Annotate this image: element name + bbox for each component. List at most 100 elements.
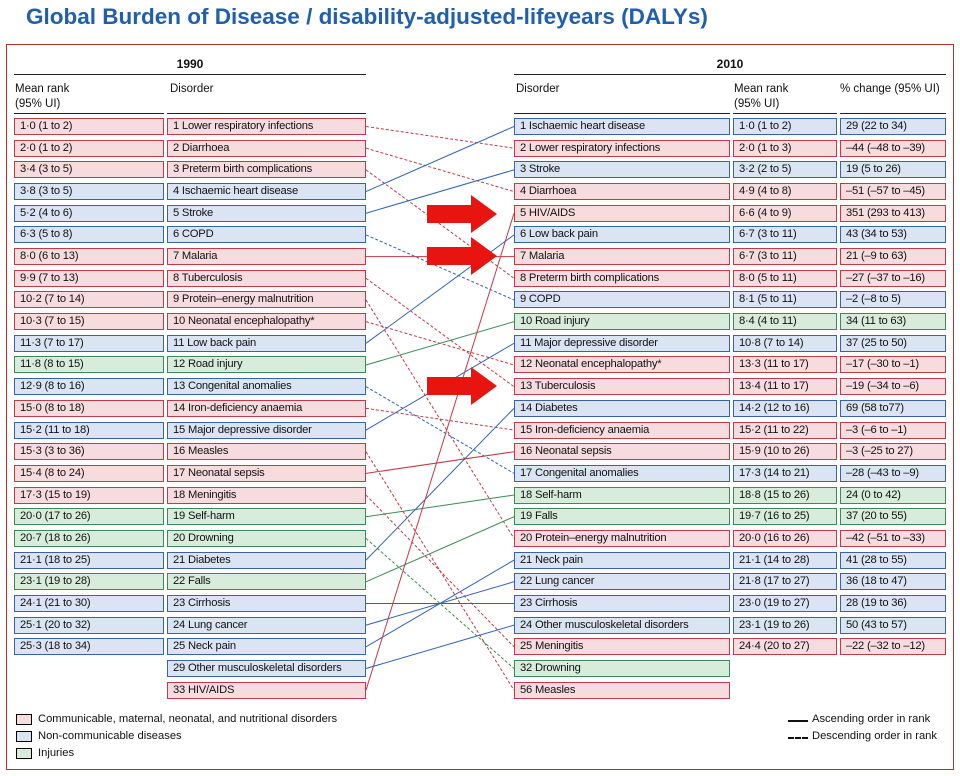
- right-rank-cell: 13·4 (11 to 17): [733, 378, 837, 396]
- right-disorder-cell: 23 Cirrhosis: [514, 594, 730, 612]
- right-rank-cell: 21·1 (14 to 28): [733, 551, 837, 569]
- left-rank-cell: 10·3 (7 to 15): [14, 313, 164, 331]
- right-ci-label: (95% UI): [734, 98, 780, 110]
- right-change-cell: 19 (5 to 26): [840, 161, 946, 179]
- arrow-shape: [427, 237, 497, 275]
- right-change-cell: –42 (–51 to –33): [840, 529, 946, 547]
- left-rank-cell: 6·3 (5 to 8): [14, 226, 164, 244]
- right-disorder-cell: 19 Falls: [514, 508, 730, 526]
- left-header-rule-2: [167, 113, 366, 114]
- left-rank-cell: 15·4 (8 to 24): [14, 464, 164, 482]
- left-rank-cell: 3·4 (3 to 5): [14, 161, 164, 179]
- left-disorder-cell: 14 Iron-deficiency anaemia: [167, 399, 366, 417]
- left-rank-cell: 17·3 (15 to 19): [14, 486, 164, 504]
- right-change-cell: 36 (18 to 47): [840, 573, 946, 591]
- left-rank-cell: 15·3 (3 to 36): [14, 443, 164, 461]
- left-rank-cell: 24·1 (21 to 30): [14, 594, 164, 612]
- left-disorder-cell: 11 Low back pain: [167, 334, 366, 352]
- left-disorder-cell: 18 Meningitis: [167, 486, 366, 504]
- page-title: Global Burden of Disease / disability-ad…: [26, 4, 708, 29]
- right-change-cell: 43 (34 to 53): [840, 226, 946, 244]
- legend-injuries-swatch: [16, 748, 32, 759]
- highlight-arrow-malaria: [427, 237, 497, 275]
- right-rank-cell: 15·9 (10 to 26): [733, 443, 837, 461]
- left-disorder-cell: 24 Lung cancer: [167, 616, 366, 634]
- left-mean-rank-header: Mean rank (95% UI): [15, 82, 69, 112]
- right-mean-rank-label: Mean rank: [734, 83, 789, 95]
- right-change-cell: –44 (–48 to –39): [840, 139, 946, 157]
- right-disorder-cell: 17 Congenital anomalies: [514, 464, 730, 482]
- year-2010-rule: [514, 74, 946, 75]
- year-1990-header: 1990: [176, 57, 204, 71]
- left-disorder-cell: 33 HIV/AIDS: [167, 681, 366, 699]
- right-disorder-cell: 7 Malaria: [514, 248, 730, 266]
- legend-injuries: Injuries: [38, 747, 75, 759]
- right-disorder-cell: 5 HIV/AIDS: [514, 204, 730, 222]
- left-disorder-cell: 17 Neonatal sepsis: [167, 464, 366, 482]
- left-rank-cell: 5·2 (4 to 6): [14, 204, 164, 222]
- left-disorder-cell: 1 Lower respiratory infections: [167, 118, 366, 135]
- left-rank-cell: 25·1 (20 to 32): [14, 616, 164, 634]
- right-disorder-cell: 15 Iron-deficiency anaemia: [514, 421, 730, 439]
- right-disorder-cell: 18 Self-harm: [514, 486, 730, 504]
- right-rank-cell: 3·2 (2 to 5): [733, 161, 837, 179]
- right-change-cell: –2 (–8 to 5): [840, 291, 946, 309]
- right-change-cell: –28 (–43 to –9): [840, 464, 946, 482]
- right-disorder-cell: 13 Tuberculosis: [514, 378, 730, 396]
- right-rank-cell: 14·2 (12 to 16): [733, 399, 837, 417]
- year-2010-header: 2010: [716, 57, 744, 71]
- right-change-cell: –22 (–32 to –12): [840, 638, 946, 656]
- right-rank-cell: 8·1 (5 to 11): [733, 291, 837, 309]
- right-rank-cell: 6·6 (4 to 9): [733, 204, 837, 222]
- left-disorder-cell: 7 Malaria: [167, 248, 366, 266]
- right-change-cell: 34 (11 to 63): [840, 313, 946, 331]
- left-rank-cell: 3·8 (3 to 5): [14, 183, 164, 201]
- right-change-cell: 28 (19 to 36): [840, 594, 946, 612]
- right-change-cell: –19 (–34 to –6): [840, 378, 946, 396]
- right-change-cell: 21 (–9 to 63): [840, 248, 946, 266]
- left-disorder-cell: 22 Falls: [167, 573, 366, 591]
- right-rank-cell: 17·3 (14 to 21): [733, 464, 837, 482]
- right-change-cell: 37 (20 to 55): [840, 508, 946, 526]
- right-disorder-cell: 14 Diabetes: [514, 399, 730, 417]
- left-disorder-cell: 13 Congenital anomalies: [167, 378, 366, 396]
- right-disorder-cell: 25 Meningitis: [514, 638, 730, 656]
- right-pct-change-header: % change (95% UI): [840, 83, 940, 95]
- right-disorder-cell: 9 COPD: [514, 291, 730, 309]
- legend-descending: Descending order in rank: [812, 730, 937, 742]
- right-rank-cell: 21·8 (17 to 27): [733, 573, 837, 591]
- right-disorder-cell: 16 Neonatal sepsis: [514, 443, 730, 461]
- right-change-cell: –51 (–57 to –45): [840, 183, 946, 201]
- right-change-cell: 351 (293 to 413): [840, 204, 946, 222]
- left-rank-cell: 11·3 (7 to 17): [14, 334, 164, 352]
- left-rank-cell: 20·7 (18 to 26): [14, 529, 164, 547]
- right-disorder-cell: 3 Stroke: [514, 161, 730, 179]
- year-1990-rule: [14, 74, 366, 75]
- highlight-arrow-hiv: [427, 195, 497, 233]
- right-rank-cell: 18·8 (15 to 26): [733, 486, 837, 504]
- right-disorder-cell: 6 Low back pain: [514, 226, 730, 244]
- left-mean-rank-label: Mean rank: [15, 83, 70, 95]
- left-disorder-cell: 9 Protein–energy malnutrition: [167, 291, 366, 309]
- right-change-cell: 29 (22 to 34): [840, 118, 946, 135]
- right-rank-cell: 6·7 (3 to 11): [733, 226, 837, 244]
- right-disorder-cell: 12 Neonatal encephalopathy*: [514, 356, 730, 374]
- left-rank-cell: 10·2 (7 to 14): [14, 291, 164, 309]
- right-header-rule-3: [840, 113, 946, 114]
- right-rank-cell: 2·0 (1 to 3): [733, 139, 837, 157]
- right-rank-cell: 6·7 (3 to 11): [733, 248, 837, 266]
- left-disorder-cell: 5 Stroke: [167, 204, 366, 222]
- right-rank-cell: 8·4 (4 to 11): [733, 313, 837, 331]
- right-disorder-cell: 4 Diarrhoea: [514, 183, 730, 201]
- right-disorder-cell: 2 Lower respiratory infections: [514, 139, 730, 157]
- right-mean-rank-header: Mean rank (95% UI): [734, 82, 788, 112]
- left-header-rule-1: [14, 113, 164, 114]
- right-rank-cell: 10·8 (7 to 14): [733, 334, 837, 352]
- legend-ascending: Ascending order in rank: [812, 713, 931, 725]
- left-rank-cell: 1·0 (1 to 2): [14, 118, 164, 135]
- right-rank-cell: 13·3 (11 to 17): [733, 356, 837, 374]
- right-disorder-cell: 1 Ischaemic heart disease: [514, 118, 730, 135]
- right-disorder-cell: 24 Other musculoskeletal disorders: [514, 616, 730, 634]
- left-disorder-cell: 23 Cirrhosis: [167, 594, 366, 612]
- arrow-shape: [427, 195, 497, 233]
